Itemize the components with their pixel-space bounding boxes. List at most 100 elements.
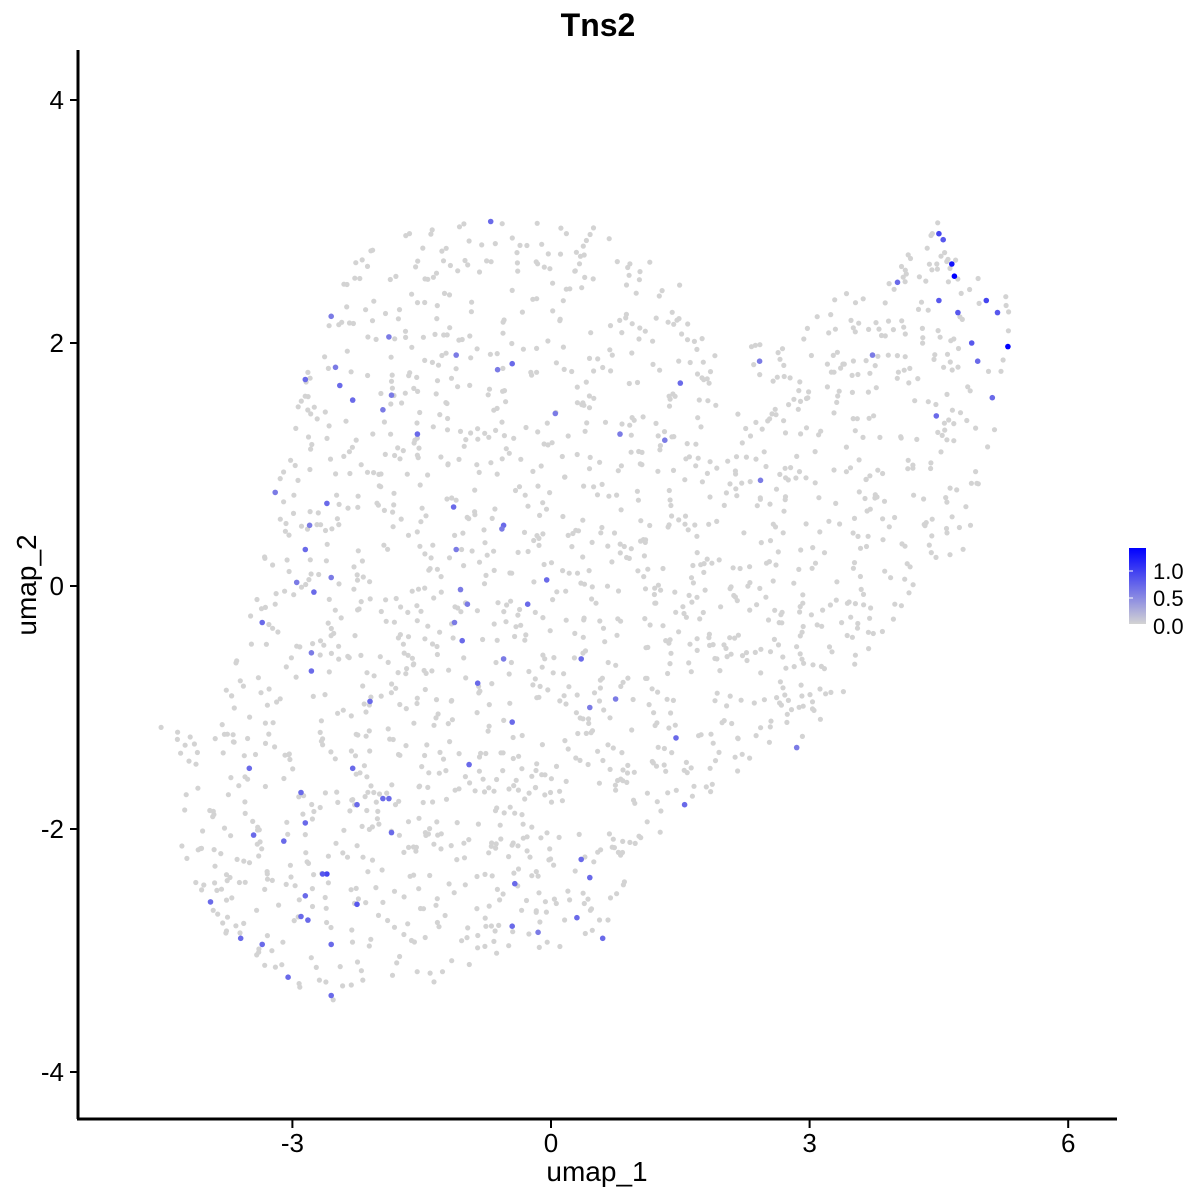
cell-point [500,768,506,774]
cell-point [573,710,580,716]
cell-point [701,569,707,576]
chart-title: Tns2 [561,7,636,43]
cell-point [434,819,440,825]
cell-point [174,736,180,743]
cell-point [445,415,451,422]
cell-point [434,566,440,572]
cell-point [707,642,713,649]
cell-point [783,475,789,481]
cell-point [747,755,753,761]
cell-point [463,437,469,443]
cell-point [264,876,271,882]
cell-point [317,638,324,644]
cell-point [385,917,391,924]
cell-point [918,299,925,305]
cell-point [307,509,313,515]
cell-point [264,702,270,708]
cell-point [556,834,562,841]
cell-point [431,722,437,728]
cell-point [544,420,550,426]
cell-point [494,950,500,956]
cell-point [237,930,243,936]
cell-point [434,919,440,926]
cell-point [664,696,670,702]
cell-point [326,596,332,603]
cell-point [779,346,786,352]
cell-point [320,742,326,748]
cell-point [341,827,347,833]
cell-point [538,835,544,841]
cell-point [777,471,783,477]
cell-point [563,701,569,707]
cell-point [444,427,451,433]
cell-point [609,559,615,565]
cell-point [703,784,709,790]
cell-point [409,655,415,661]
cell-point [494,405,500,411]
cell-point [739,653,746,659]
expressing-cell-point [662,437,668,444]
expressing-cell-point [587,874,593,881]
cell-point [334,789,340,795]
cell-point [735,411,741,417]
cell-point [541,561,547,568]
cell-point [877,434,883,440]
cell-point [850,416,856,422]
cell-point [944,351,951,357]
cell-point [501,609,507,615]
cell-point [499,419,505,425]
cell-point [676,517,682,523]
cell-point [461,443,467,449]
cell-point [777,679,784,685]
expressing-cell-point [386,334,392,340]
cell-point [619,330,625,336]
cell-point [403,334,409,340]
cell-point [195,785,201,791]
cell-point [824,384,831,390]
legend-labels: 1.00.50.0 [1129,559,1184,639]
cell-point [931,356,937,362]
cell-point [297,984,303,990]
cell-point [766,739,773,745]
cell-point [834,349,841,355]
cell-point [448,843,454,849]
cell-point [399,400,405,406]
cell-point [727,586,733,592]
cell-point [647,522,653,529]
cell-point [932,352,938,358]
cell-point [317,729,323,736]
cell-point [606,493,612,499]
cell-point [621,879,628,885]
cell-point [417,905,424,912]
cell-point [242,879,248,885]
cell-point [991,427,998,433]
cell-point [392,452,398,459]
cell-point [491,621,497,627]
cell-point [405,634,412,640]
cell-point [373,799,379,805]
cell-point [849,372,855,378]
cell-point [305,394,311,400]
cell-point [560,344,567,350]
cell-point [236,879,242,886]
cell-point [424,742,430,748]
cell-point [378,484,384,490]
cell-point [589,584,595,590]
cell-point [429,227,435,233]
cell-point [348,713,354,719]
cell-point [533,259,539,265]
cell-point [403,743,409,749]
cell-point [562,917,568,923]
cell-point [916,274,923,280]
cell-point [941,364,947,370]
cell-point [434,896,440,902]
cell-point [500,891,506,897]
cell-point [526,668,532,675]
cell-point [582,648,589,654]
cell-point [535,873,541,879]
cell-point [700,609,706,616]
cell-point [912,398,918,404]
cell-point [816,495,822,501]
cell-point [562,474,568,480]
expressing-cell-point [951,273,958,280]
